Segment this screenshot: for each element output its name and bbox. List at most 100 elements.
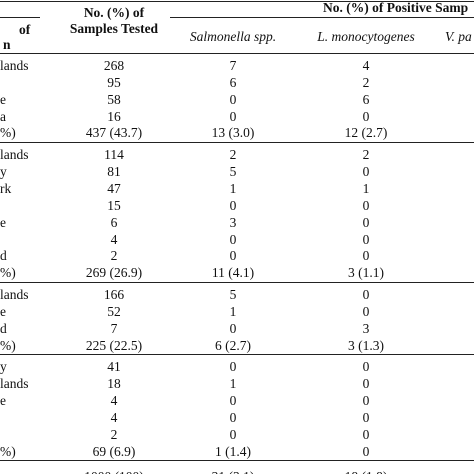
salmonella-cell: 6 xyxy=(229,74,237,90)
header-bottom-rule xyxy=(0,53,474,54)
origin-cell: d xyxy=(0,248,7,264)
origin-header-line1: of xyxy=(19,22,31,37)
listeria-cell: 1 xyxy=(362,180,370,196)
salmonella-cell: 0 xyxy=(229,91,237,107)
salmonella-cell: 0 xyxy=(229,426,237,442)
listeria-cell: 0 xyxy=(362,303,370,319)
salmonella-cell: 0 xyxy=(229,359,237,375)
table-top-rule xyxy=(0,1,474,2)
listeria-cell: 18 (1.8) xyxy=(345,469,388,474)
tested-cell: 225 (22.5) xyxy=(85,337,143,353)
origin-cell: e xyxy=(0,303,6,319)
listeria-cell: 0 xyxy=(362,376,370,392)
tested-cell: 268 xyxy=(103,58,125,73)
listeria-header: L. monocytogenes xyxy=(317,29,415,44)
listeria-cell: 12 (2.7) xyxy=(344,125,388,141)
listeria-cell: 3 (1.1) xyxy=(348,265,384,281)
origin-cell: e xyxy=(0,91,6,107)
origin-cell: %) xyxy=(0,443,16,459)
positive-samples-header: No. (%) of Positive Samp xyxy=(323,0,469,15)
listeria-cell: 2 xyxy=(362,147,370,163)
tested-cell: 269 (26.9) xyxy=(85,265,143,281)
salmonella-cell: 0 xyxy=(229,197,237,213)
vibrio-header: V. pa xyxy=(445,29,472,44)
listeria-cell: 4 xyxy=(362,58,370,73)
listeria-cell: 0 xyxy=(362,393,370,409)
origin-cell: e xyxy=(0,214,6,230)
listeria-cell: 0 xyxy=(362,231,370,247)
salmonella-cell: 1 (1.4) xyxy=(215,443,251,459)
tested-cell: 437 (43.7) xyxy=(85,125,143,141)
listeria-cell: 0 xyxy=(362,248,370,264)
group-divider xyxy=(0,353,474,355)
origin-cell: %) xyxy=(0,125,16,141)
salmonella-cell: 0 xyxy=(229,248,237,264)
origin-cell: y xyxy=(0,359,7,375)
listeria-cell: 0 xyxy=(362,287,370,303)
listeria-cell: 0 xyxy=(362,359,370,375)
origin-cell: %) xyxy=(0,265,16,281)
salmonella-cell: 0 xyxy=(229,393,237,409)
origin-cell: %) xyxy=(0,337,16,353)
tested-cell: 58 xyxy=(107,91,121,107)
tested-cell: 15 xyxy=(107,197,121,213)
salmonella-cell: 0 xyxy=(229,410,237,425)
tested-cell: 18 xyxy=(107,376,121,392)
tested-cell: 2 xyxy=(110,248,118,264)
listeria-cell: 0 xyxy=(362,410,370,425)
tested-cell: 52 xyxy=(107,303,121,319)
tested-cell: 2 xyxy=(110,426,118,442)
tested-cell: 69 (6.9) xyxy=(92,443,136,459)
group-divider xyxy=(0,281,474,283)
tested-cell: 41 xyxy=(107,359,121,375)
tested-cell: 1000 (100) xyxy=(84,469,144,474)
listeria-cell: 0 xyxy=(362,426,370,442)
tested-cell: 4 xyxy=(110,410,118,425)
origin-cell: d xyxy=(0,320,7,336)
origin-cell: e xyxy=(0,393,6,409)
tested-cell: 4 xyxy=(110,231,118,247)
salmonella-cell: 5 xyxy=(229,287,237,303)
tested-cell: 166 xyxy=(103,287,125,303)
origin-cell: lands xyxy=(0,147,29,163)
tested-cell: 16 xyxy=(107,108,121,124)
group-divider xyxy=(0,141,474,143)
origin-cell: rk xyxy=(0,180,12,196)
salmonella-cell: 0 xyxy=(229,320,237,336)
listeria-cell: 6 xyxy=(362,91,370,107)
salmonella-cell: 2 xyxy=(229,147,237,163)
salmonella-cell: 0 xyxy=(229,108,237,124)
origin-cell: lands xyxy=(0,287,29,303)
salmonella-cell: 3 xyxy=(229,214,237,230)
origin-cell: y xyxy=(0,164,7,180)
origin-cell: a xyxy=(0,108,6,124)
origin-cell: lands xyxy=(0,58,29,73)
salmonella-cell: 7 xyxy=(229,58,237,73)
salmonella-cell: 1 xyxy=(229,303,237,319)
tested-cell: 47 xyxy=(107,180,121,196)
origin-cell: lands xyxy=(0,376,29,392)
listeria-cell: 0 xyxy=(362,164,370,180)
listeria-cell: 2 xyxy=(362,74,370,90)
tested-header-line1: No. (%) of xyxy=(83,5,145,20)
listeria-cell: 0 xyxy=(362,108,370,124)
tested-cell: 4 xyxy=(110,393,118,409)
listeria-cell: 0 xyxy=(362,197,370,213)
listeria-cell: 0 xyxy=(362,214,370,230)
tested-cell: 6 xyxy=(110,214,118,230)
salmonella-header: Salmonella spp. xyxy=(189,29,277,44)
salmonella-cell: 0 xyxy=(229,231,237,247)
salmonella-cell: 13 (3.0) xyxy=(211,125,255,141)
positive-span-rule xyxy=(170,17,474,18)
origin-header-line2: n xyxy=(3,37,11,52)
salmonella-cell: 1 xyxy=(229,376,237,392)
tested-header-line2: Samples Tested xyxy=(69,21,159,36)
group-divider xyxy=(0,460,474,462)
salmonella-cell: 6 (2.7) xyxy=(215,337,251,353)
tested-cell: 114 xyxy=(104,147,124,163)
header-left-rule xyxy=(0,17,40,18)
listeria-cell: 3 (1.3) xyxy=(348,337,384,353)
salmonella-cell: 31 (3.1) xyxy=(212,469,255,474)
listeria-cell: 0 xyxy=(362,443,370,459)
